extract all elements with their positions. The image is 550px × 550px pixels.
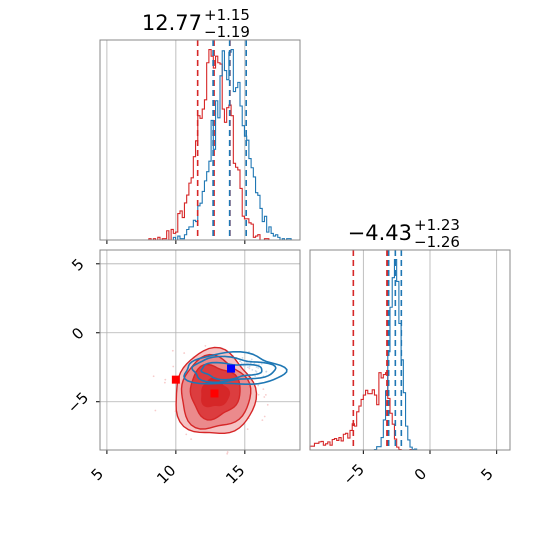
sample-point (254, 370, 257, 372)
sample-point (254, 375, 257, 378)
sample-point (247, 366, 249, 369)
sample-point (171, 349, 174, 352)
sample-point (248, 365, 251, 368)
axes-frame (99, 249, 301, 451)
contour-blue-outer (183, 351, 288, 385)
sample-point (263, 396, 266, 398)
sample-point (241, 357, 244, 359)
sample-point (246, 428, 249, 431)
title-param-2: −4.43 +1.23−1.26 (348, 216, 460, 251)
sample-point (154, 409, 157, 412)
y-tick-label: −5 (64, 389, 92, 417)
sample-point (262, 388, 265, 391)
title-upper-error: +1.15 (204, 6, 250, 24)
axes-frame (99, 39, 301, 241)
sample-point (245, 361, 248, 364)
contour-blue-mid (191, 355, 277, 384)
sample-point (163, 381, 166, 384)
sample-point (185, 433, 188, 436)
sample-point (257, 393, 260, 396)
histogram-blue (100, 48, 300, 241)
sample-point (264, 393, 267, 396)
title-upper-error: +1.23 (414, 216, 460, 234)
sample-point (226, 451, 229, 453)
marker-blue (227, 364, 236, 373)
sample-point (226, 452, 229, 455)
title-param-1: 12.77 +1.15−1.19 (142, 6, 250, 41)
contour-panel: 5 10 15 5 0 −5 (64, 249, 301, 488)
x-tick-label: 10 (153, 461, 179, 487)
sample-point (240, 362, 243, 364)
x-tick-label: 15 (222, 461, 248, 487)
sample-point (183, 352, 186, 354)
x-tick-label: 5 (477, 465, 496, 484)
sample-point (239, 360, 241, 363)
sample-point (248, 367, 251, 370)
marker-red (171, 375, 180, 384)
sample-point (257, 367, 260, 369)
sample-point (261, 419, 264, 422)
sample-point (265, 370, 268, 373)
sample-point (251, 368, 254, 371)
histogram-param-1 (99, 39, 301, 244)
sample-point (257, 384, 260, 387)
axes-frame (309, 249, 511, 451)
histogram-red (309, 372, 510, 451)
x-tick-label: −5 (340, 460, 368, 488)
sample-point (263, 415, 266, 418)
contour-blue-inner (200, 361, 263, 381)
marker-red (210, 389, 219, 398)
sample-point (255, 366, 258, 369)
sample-point (152, 375, 155, 378)
histogram-red (100, 48, 300, 241)
title-lower-error: −1.26 (414, 233, 460, 251)
sample-point (164, 378, 167, 381)
sample-point (190, 438, 193, 441)
sample-point (257, 363, 260, 366)
sample-point (248, 350, 250, 353)
sample-point (266, 403, 269, 406)
histogram-blue (310, 258, 510, 451)
sample-point (172, 365, 175, 368)
title-lower-error: −1.19 (204, 23, 250, 41)
title-value: 12.77 (142, 11, 202, 35)
histogram-param-2: −5 0 5 (309, 249, 511, 489)
title-value: −4.43 (348, 221, 412, 245)
sample-point (204, 344, 207, 347)
x-tick-label: 5 (88, 465, 107, 484)
sample-point (250, 358, 253, 361)
y-tick-label: 0 (68, 324, 87, 343)
sample-point (253, 362, 256, 365)
x-tick-label: 0 (411, 465, 430, 484)
y-tick-label: 5 (68, 255, 87, 274)
sample-point (260, 362, 263, 365)
